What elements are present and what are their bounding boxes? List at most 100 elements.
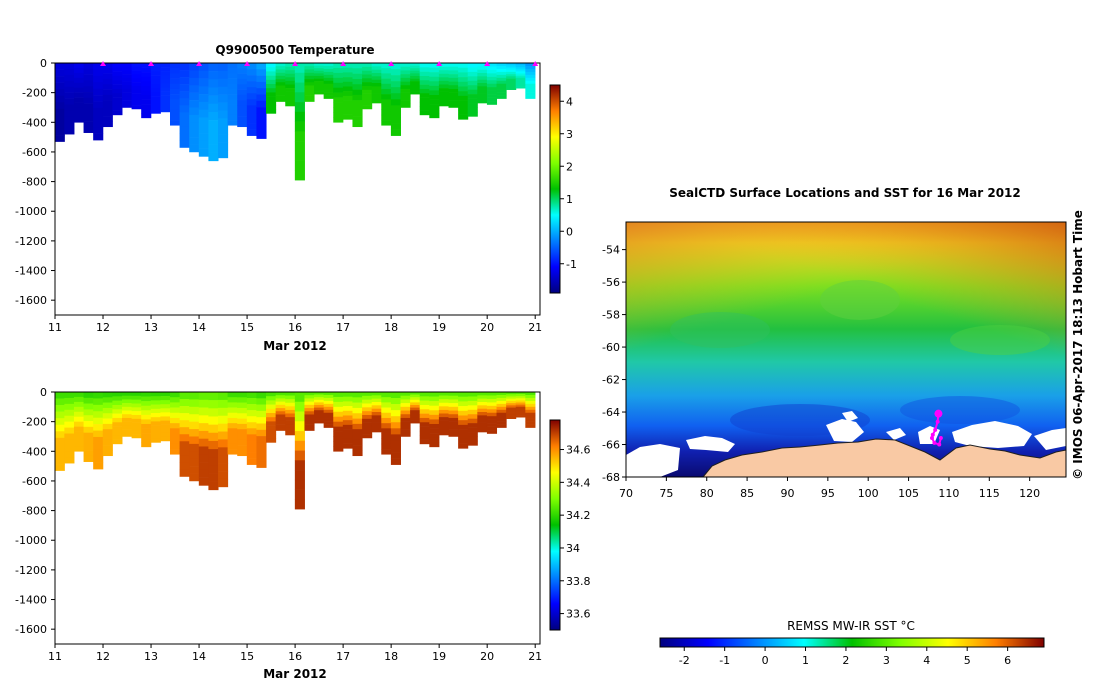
profile-cell — [179, 392, 190, 400]
profile-cell — [352, 100, 363, 106]
profile-cell — [170, 109, 181, 116]
profile-cell — [333, 67, 344, 74]
profile-cell — [160, 63, 171, 68]
profile-cell — [179, 448, 190, 456]
y-tick-label: -1200 — [15, 564, 47, 577]
colorbar-tick-label: 34.6 — [566, 444, 591, 457]
salinity-colorbar-ticks: 33.6 33.8 34 34.2 34.4 34.6 — [560, 444, 591, 621]
profile-cell — [73, 406, 85, 413]
profile-cell — [410, 415, 421, 419]
surfacing-marker — [292, 61, 299, 66]
x-tick-label: 18 — [384, 650, 398, 663]
profile-cell — [438, 66, 450, 71]
profile-cell — [400, 96, 411, 101]
profile-cell — [506, 414, 517, 417]
profile-cell — [189, 429, 200, 437]
profile-cell — [362, 66, 373, 71]
temperature-profiles — [54, 63, 536, 181]
profile-cell — [390, 99, 401, 106]
sst-colorbar-tick-label: 1 — [802, 654, 809, 667]
profile-cell — [458, 100, 469, 106]
profile-cell — [227, 443, 238, 450]
profile-cell — [304, 404, 315, 409]
profile-cell — [102, 116, 113, 122]
profile-cell — [448, 421, 459, 426]
profile-cell — [102, 94, 113, 101]
profile-cell — [400, 414, 411, 419]
profile-cell — [121, 395, 133, 400]
profile-cell — [429, 67, 440, 73]
seal-location — [934, 409, 943, 418]
profile-cell — [246, 428, 257, 435]
profile-cell — [83, 438, 94, 445]
profile-cell — [333, 436, 344, 442]
profile-cell — [381, 73, 392, 79]
profile-cell — [304, 69, 315, 73]
profile-cell — [438, 95, 450, 100]
profile-cell — [371, 422, 382, 426]
profile-cell — [342, 91, 353, 97]
profile-cell — [64, 98, 75, 105]
profile-cell — [304, 427, 315, 431]
profile-cell — [237, 407, 248, 414]
profile-cell — [304, 91, 315, 96]
profile-cell — [54, 444, 65, 452]
profile-cell — [419, 97, 430, 103]
profile-cell — [256, 410, 267, 418]
profile-cell — [410, 412, 421, 416]
profile-cell — [266, 96, 277, 102]
profile-cell — [506, 65, 517, 68]
profile-cell — [83, 421, 94, 428]
profile-cell — [141, 81, 152, 87]
profile-cell — [294, 63, 305, 74]
profile-cell — [54, 102, 65, 110]
profile-cell — [496, 412, 507, 417]
profile-cell — [208, 400, 219, 409]
profile-cell — [112, 435, 123, 440]
profile-cell — [342, 72, 353, 78]
profile-cell — [160, 436, 171, 442]
profile-cell — [179, 427, 190, 435]
profile-cell — [170, 397, 181, 403]
profile-cell — [314, 91, 325, 95]
profile-cell — [525, 71, 536, 76]
profile-cell — [515, 71, 526, 74]
profile-cell — [93, 120, 104, 128]
profile-cell — [477, 395, 488, 399]
profile-cell — [237, 439, 248, 446]
profile-cell — [73, 102, 85, 108]
profile-cell — [342, 415, 353, 421]
profile-cell — [198, 415, 209, 424]
x-tick-label: 12 — [96, 321, 110, 334]
profile-cell — [256, 119, 267, 127]
profile-cell — [150, 438, 161, 443]
profile-cell — [477, 79, 488, 84]
profile-cell — [160, 87, 171, 92]
profile-cell — [381, 438, 392, 445]
profile-cell — [64, 451, 75, 458]
x-tick-label: 16 — [288, 650, 302, 663]
profile-cell — [93, 107, 104, 115]
profile-cell — [160, 79, 171, 84]
profile-cell — [170, 114, 181, 121]
profile-cell — [160, 91, 171, 96]
imos-credit: © IMOS 06-Apr-2017 18:13 Hobart Time — [1071, 210, 1085, 480]
map-y-tick-label: -58 — [602, 309, 620, 322]
profile-cell — [179, 84, 190, 92]
profile-cell — [189, 443, 200, 452]
profile-cell — [160, 392, 171, 397]
profile-cell — [496, 415, 507, 419]
profile-cell — [333, 396, 344, 403]
profile-cell — [93, 101, 104, 109]
profile-cell — [477, 66, 488, 70]
profile-cell — [208, 111, 219, 121]
profile-cell — [170, 94, 181, 100]
profile-cell — [410, 404, 421, 408]
profile-cell — [429, 437, 440, 443]
profile-cell — [102, 439, 113, 446]
profile-cell — [112, 396, 123, 401]
profile-cell — [237, 445, 248, 451]
profile-cell — [410, 91, 421, 95]
profile-cell — [256, 442, 267, 449]
profile-cell — [131, 392, 142, 397]
